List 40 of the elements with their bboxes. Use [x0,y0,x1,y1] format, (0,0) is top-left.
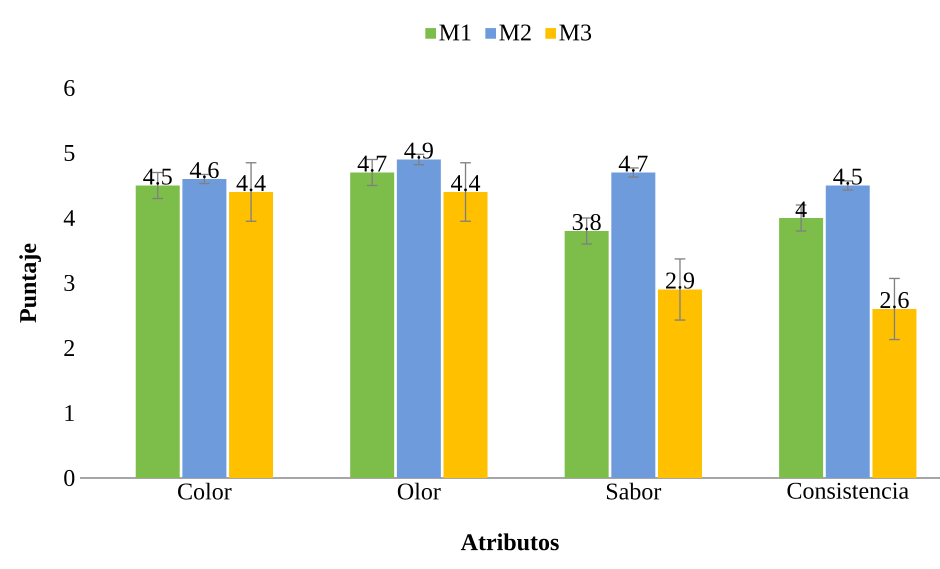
bar [136,186,180,478]
x-tick-label: Color [178,482,232,500]
data-label: 4.4 [236,175,266,192]
x-tick-label: Consistencia [787,482,909,499]
y-tick-label: 3 [64,274,74,292]
y-tick-label: 2 [64,340,74,356]
data-label: 4.5 [833,168,862,185]
bar [611,172,656,478]
bar [182,179,226,478]
bar [350,172,394,478]
data-label: 4.5 [143,168,172,185]
y-tick-label: 4 [64,210,75,226]
y-axis-title: Puntaje [19,244,41,323]
bar [779,218,824,478]
bar [396,160,441,478]
data-label: 4.9 [404,142,433,159]
bar [229,192,274,478]
bar [564,231,609,478]
legend-label: M3 [559,24,592,41]
legend-label: M1 [439,24,471,40]
legend-label: M2 [499,24,531,40]
data-label: 2.9 [666,272,694,289]
x-axis-title: Atributos [460,533,559,550]
bar [872,309,916,478]
bar [444,192,488,478]
y-tick-label: 0 [64,470,74,486]
data-label: 4.7 [358,156,386,172]
data-label: 2.6 [880,292,909,308]
data-label: 4.4 [450,175,480,192]
data-label: 4 [796,201,807,218]
data-label: 3.8 [572,214,601,230]
bar [658,290,702,478]
y-tick-label: 5 [64,145,74,161]
data-label: 4.7 [618,156,648,172]
y-tick-label: 6 [64,80,75,96]
x-tick-label: Olor [398,482,441,500]
bar [826,186,870,478]
x-tick-label: Sabor [606,482,662,500]
data-label: 4.6 [190,162,219,178]
y-tick-label: 1 [65,405,74,421]
